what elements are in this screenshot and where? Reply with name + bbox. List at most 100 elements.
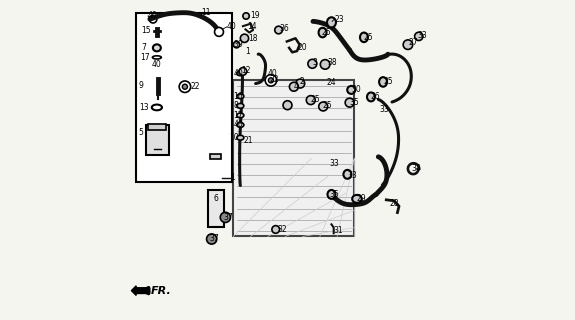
Text: 22: 22	[270, 75, 279, 84]
Ellipse shape	[352, 195, 362, 203]
Ellipse shape	[237, 94, 244, 99]
Text: 37: 37	[224, 213, 233, 222]
Text: 18: 18	[248, 34, 258, 43]
Circle shape	[179, 81, 191, 92]
Text: 23: 23	[334, 15, 344, 24]
Text: 35: 35	[350, 98, 359, 107]
Text: 21: 21	[244, 136, 253, 145]
Text: 40: 40	[227, 22, 237, 31]
Text: 10: 10	[229, 133, 239, 142]
Ellipse shape	[237, 103, 244, 108]
Circle shape	[269, 78, 274, 83]
Text: 27: 27	[409, 38, 418, 47]
Text: 17: 17	[140, 53, 150, 62]
Text: 9: 9	[139, 81, 143, 90]
Circle shape	[214, 28, 224, 36]
Text: 25: 25	[322, 28, 332, 37]
Ellipse shape	[237, 113, 244, 118]
Ellipse shape	[328, 190, 335, 199]
Circle shape	[239, 68, 247, 75]
Text: 40: 40	[233, 69, 243, 78]
Circle shape	[150, 15, 157, 23]
Text: 33: 33	[380, 105, 389, 114]
Ellipse shape	[152, 105, 162, 110]
Ellipse shape	[379, 77, 387, 87]
Text: 3: 3	[312, 58, 317, 67]
Circle shape	[243, 13, 250, 19]
Circle shape	[296, 79, 305, 88]
Ellipse shape	[237, 123, 244, 127]
Bar	[208, 190, 224, 227]
Circle shape	[182, 84, 187, 89]
Ellipse shape	[343, 170, 351, 179]
Text: 25: 25	[310, 95, 320, 104]
Text: 29: 29	[357, 194, 367, 203]
Ellipse shape	[237, 135, 244, 140]
Bar	[210, 154, 221, 159]
Text: 7: 7	[141, 43, 147, 52]
Text: 35: 35	[330, 190, 340, 199]
Text: 30: 30	[351, 85, 361, 94]
Text: 28: 28	[389, 199, 399, 208]
Text: 13: 13	[140, 103, 150, 112]
Text: 2: 2	[300, 77, 304, 86]
Circle shape	[240, 34, 248, 43]
Text: 15: 15	[141, 27, 151, 36]
Text: 5: 5	[139, 128, 143, 137]
Text: 32: 32	[277, 225, 287, 234]
Text: 1: 1	[230, 173, 235, 182]
Circle shape	[275, 26, 282, 34]
Text: 22: 22	[190, 82, 200, 91]
Ellipse shape	[360, 33, 368, 42]
Text: 31: 31	[334, 226, 343, 235]
Text: 33: 33	[347, 171, 357, 180]
Circle shape	[265, 75, 277, 86]
Text: 20: 20	[297, 43, 306, 52]
Bar	[145, 125, 168, 155]
Text: 40: 40	[233, 120, 243, 130]
Text: 38: 38	[327, 58, 337, 67]
Circle shape	[233, 42, 240, 48]
Circle shape	[206, 234, 217, 244]
Text: 40: 40	[268, 69, 278, 78]
Circle shape	[319, 102, 328, 111]
Text: 40: 40	[148, 12, 158, 20]
Text: 36: 36	[279, 24, 289, 33]
Ellipse shape	[319, 28, 327, 37]
Bar	[148, 124, 166, 130]
Text: 6: 6	[213, 194, 218, 203]
Ellipse shape	[237, 71, 244, 76]
Text: 11: 11	[201, 8, 211, 17]
Text: 26: 26	[371, 92, 381, 101]
Text: 1: 1	[246, 47, 250, 56]
Text: 39: 39	[233, 40, 243, 49]
Text: 33: 33	[417, 31, 427, 40]
Circle shape	[320, 60, 330, 69]
Text: 12: 12	[242, 66, 251, 75]
Text: 17: 17	[233, 111, 243, 120]
FancyArrow shape	[131, 286, 150, 295]
Text: 33: 33	[330, 159, 340, 168]
Circle shape	[403, 40, 413, 50]
Ellipse shape	[327, 17, 336, 28]
Text: 4: 4	[294, 82, 298, 91]
Text: 25: 25	[363, 33, 373, 42]
Circle shape	[289, 82, 298, 91]
Text: 37: 37	[209, 234, 219, 243]
Text: 8: 8	[233, 101, 238, 110]
Text: 14: 14	[247, 22, 257, 31]
Text: 25: 25	[383, 77, 393, 86]
Text: 24: 24	[327, 78, 336, 87]
Text: FR.: FR.	[151, 286, 172, 296]
Circle shape	[272, 226, 279, 233]
Text: 40: 40	[152, 60, 162, 69]
Circle shape	[308, 59, 317, 68]
Text: 34: 34	[412, 164, 421, 173]
Text: 25: 25	[323, 101, 332, 110]
Circle shape	[306, 96, 315, 105]
Circle shape	[415, 32, 423, 41]
Ellipse shape	[367, 92, 375, 101]
Ellipse shape	[347, 86, 355, 94]
Ellipse shape	[152, 56, 162, 59]
Circle shape	[220, 212, 231, 222]
